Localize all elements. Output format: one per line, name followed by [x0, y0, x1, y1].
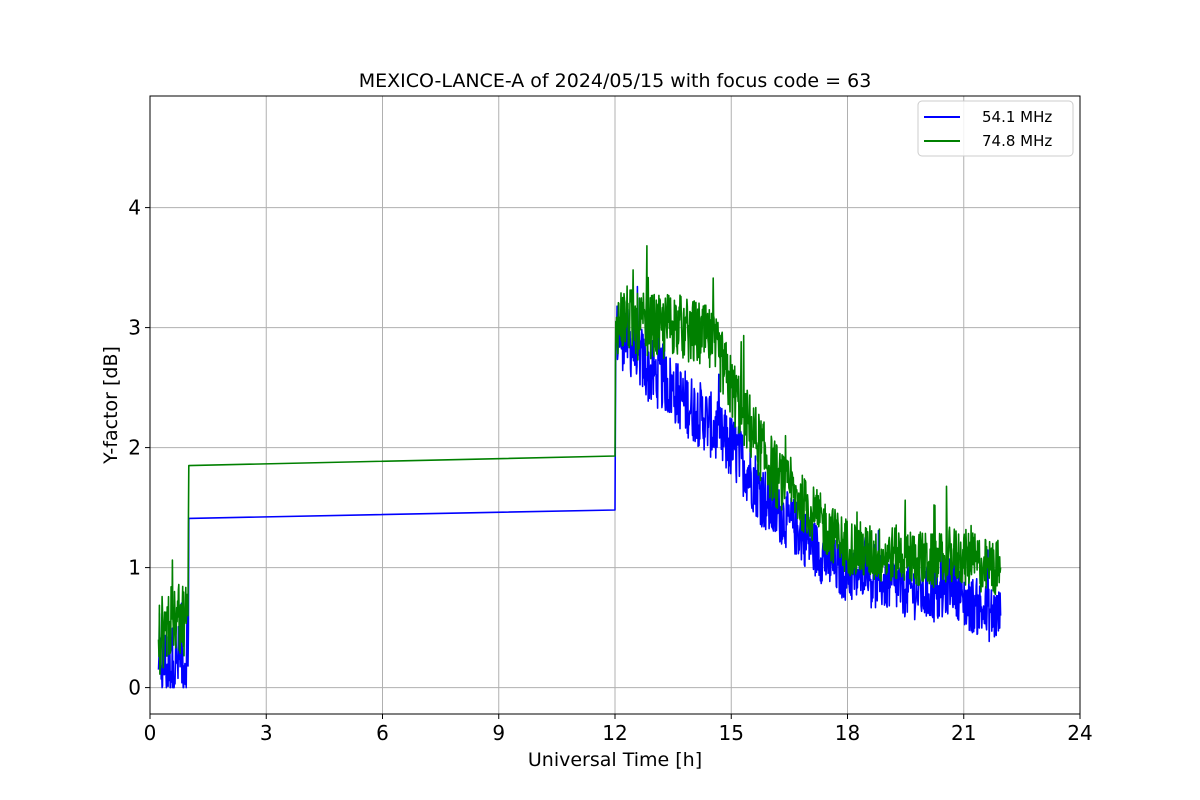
x-tick-label: 21	[951, 721, 976, 745]
y-tick-label: 1	[128, 556, 141, 580]
legend-label: 54.1 MHz	[982, 108, 1052, 126]
legend-label: 74.8 MHz	[982, 132, 1052, 150]
x-tick-label: 0	[144, 721, 157, 745]
y-axis-label: Y-factor [dB]	[100, 346, 122, 465]
y-tick-label: 3	[128, 316, 141, 340]
x-tick-label: 18	[835, 721, 860, 745]
series-line	[157, 245, 1002, 675]
x-tick-label: 6	[376, 721, 389, 745]
legend: 54.1 MHz 74.8 MHz	[917, 100, 1074, 157]
y-tick-label: 4	[128, 196, 141, 220]
x-tick-label: 3	[260, 721, 273, 745]
y-tick-label: 2	[128, 436, 141, 460]
legend-box	[917, 100, 1074, 157]
x-tick-label: 24	[1067, 721, 1092, 745]
x-tick-label: 9	[492, 721, 505, 745]
x-axis-label: Universal Time [h]	[528, 749, 702, 771]
chart-title: MEXICO-LANCE-A of 2024/05/15 with focus …	[359, 70, 872, 92]
series-layer	[157, 245, 1002, 689]
x-tick-label: 12	[602, 721, 627, 745]
x-tick-label: 15	[719, 721, 744, 745]
y-tick-label: 0	[128, 676, 141, 700]
